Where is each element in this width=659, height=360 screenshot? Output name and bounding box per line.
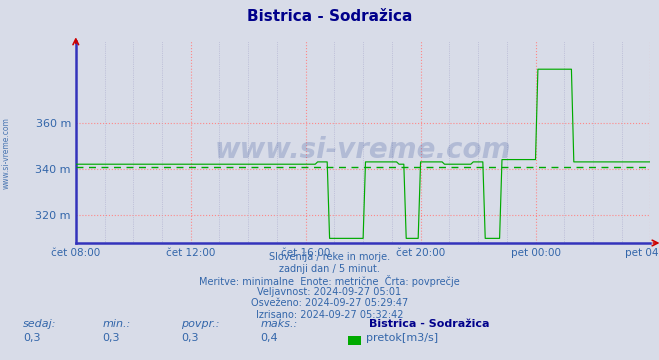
Text: 0,4: 0,4 <box>260 333 278 343</box>
Text: 0,3: 0,3 <box>102 333 120 343</box>
Text: 0,3: 0,3 <box>181 333 199 343</box>
Text: pretok[m3/s]: pretok[m3/s] <box>366 333 438 343</box>
Text: Izrisano: 2024-09-27 05:32:42: Izrisano: 2024-09-27 05:32:42 <box>256 310 403 320</box>
Text: www.si-vreme.com: www.si-vreme.com <box>2 117 11 189</box>
Text: Bistrica - Sodražica: Bistrica - Sodražica <box>369 319 490 329</box>
Text: 0,3: 0,3 <box>23 333 41 343</box>
Text: Osveženo: 2024-09-27 05:29:47: Osveženo: 2024-09-27 05:29:47 <box>251 298 408 308</box>
Text: min.:: min.: <box>102 319 130 329</box>
Text: Slovenija / reke in morje.: Slovenija / reke in morje. <box>269 252 390 262</box>
Text: www.si-vreme.com: www.si-vreme.com <box>215 136 511 164</box>
Text: maks.:: maks.: <box>260 319 298 329</box>
Text: povpr.:: povpr.: <box>181 319 219 329</box>
Text: Veljavnost: 2024-09-27 05:01: Veljavnost: 2024-09-27 05:01 <box>258 287 401 297</box>
Text: zadnji dan / 5 minut.: zadnji dan / 5 minut. <box>279 264 380 274</box>
Text: Bistrica - Sodražica: Bistrica - Sodražica <box>247 9 412 24</box>
Text: Meritve: minimalne  Enote: metrične  Črta: povprečje: Meritve: minimalne Enote: metrične Črta:… <box>199 275 460 287</box>
Text: sedaj:: sedaj: <box>23 319 57 329</box>
